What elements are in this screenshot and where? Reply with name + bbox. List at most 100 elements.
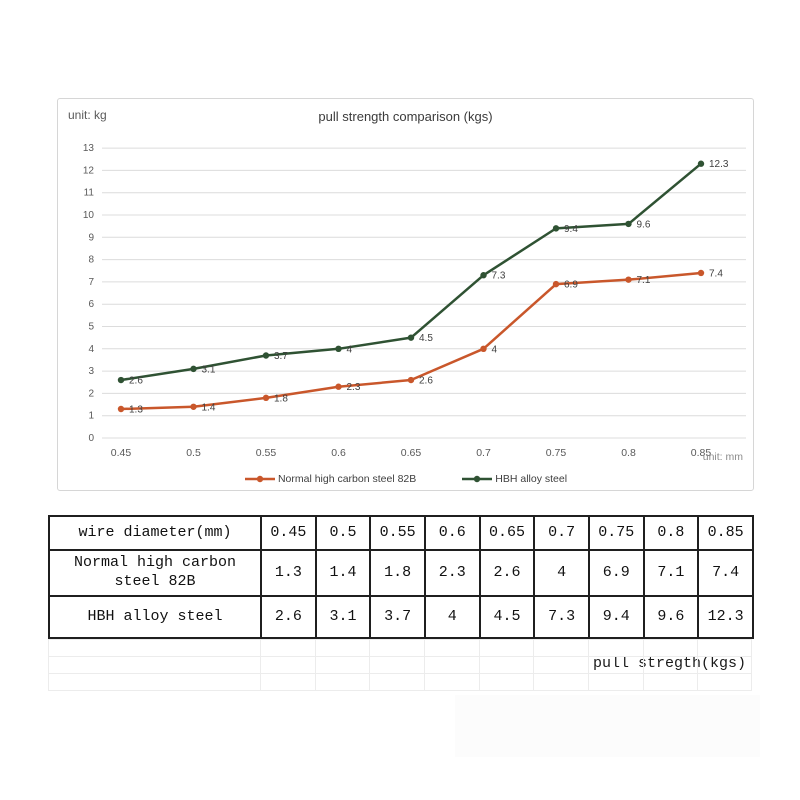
legend-label: Normal high carbon steel 82B [277, 473, 417, 485]
y-tick-label: 7 [88, 277, 94, 288]
legend-marker-icon [244, 475, 275, 483]
value-cell: 0.55 [369, 515, 426, 551]
x-tick-label: 0.5 [186, 447, 201, 459]
faint-gridline [369, 639, 371, 690]
value-cell: 1.3 [260, 549, 317, 597]
value-cell: 3.1 [314, 595, 372, 639]
data-point-label: 7.4 [709, 268, 723, 279]
y-tick-label: 5 [88, 322, 94, 333]
y-tick-label: 9 [88, 232, 94, 243]
data-point [407, 376, 415, 384]
x-tick-label: 0.75 [546, 447, 567, 459]
value-cell: 7.3 [533, 595, 590, 639]
x-axis-labels: 0.45 0.5 0.55 0.6 0.65 0.7 0.75 0.8 0.85 [111, 447, 712, 459]
data-point [335, 345, 342, 352]
y-tick-label: 4 [88, 344, 94, 355]
data-point-label: 3.1 [202, 364, 216, 375]
x-tick-label: 0.8 [621, 447, 636, 459]
data-point [190, 403, 197, 410]
data-point [697, 269, 705, 277]
table-row: Normal high carbon steel 82B 1.3 1.4 1.8 2.3… [48, 549, 754, 597]
data-point-label: 2.6 [419, 376, 433, 387]
x-tick-label: 0.85 [691, 447, 712, 459]
row-header-cell: Normal high carbon steel 82B [48, 549, 262, 597]
y-tick-label: 0 [88, 433, 94, 444]
series-green: 2.6 3.1 3.7 4 4.5 7.3 9.4 9.6 12.3 [117, 159, 729, 387]
value-cell: 0.75 [587, 515, 645, 551]
data-point-label: 1.3 [129, 405, 143, 416]
value-cell: 0.5 [314, 515, 372, 551]
data-point [117, 376, 125, 384]
legend-label: HBH alloy steel [495, 473, 568, 485]
faint-gridline [751, 639, 752, 690]
chart-panel: unit: kg pull strength comparison (kgs) … [57, 98, 754, 491]
gridlines [102, 147, 746, 439]
y-tick-label: 10 [83, 210, 95, 221]
faint-gridline [478, 639, 480, 690]
data-point [625, 220, 632, 228]
data-point [480, 272, 487, 279]
y-tick-label: 2 [88, 388, 94, 399]
value-cell: 6.9 [587, 549, 645, 597]
value-cell: 2.6 [478, 549, 536, 597]
data-point [407, 334, 415, 341]
value-cell: 2.6 [260, 595, 317, 639]
data-point [117, 405, 125, 413]
y-tick-label: 11 [84, 188, 95, 199]
series-line [119, 271, 703, 411]
faint-gridline [48, 673, 752, 674]
data-point [262, 352, 270, 359]
faint-gridline [533, 639, 535, 690]
data-point-label: 9.6 [637, 219, 651, 230]
x-tick-label: 0.45 [111, 447, 132, 459]
data-point-label: 4.5 [419, 333, 433, 344]
value-cell: 4 [533, 549, 590, 597]
chart-unit-right-label: unit: mm [702, 451, 743, 463]
table-row: HBH alloy steel 2.6 3.1 3.7 4 4.5 7.3 9.4 9.6 12.… [48, 595, 754, 639]
spreadsheet-faint-grid: pull stregth(kgs) [48, 639, 752, 691]
data-point-label: 4 [492, 344, 498, 355]
y-tick-label: 12 [83, 165, 95, 176]
data-point [697, 160, 705, 167]
x-tick-label: 0.55 [256, 447, 277, 459]
table-row: wire diameter(mm) 0.45 0.5 0.55 0.6 0.65 0.7 0.… [48, 515, 754, 551]
bottom-shade [455, 695, 760, 757]
faint-gridline [48, 656, 752, 657]
data-point-label: 1.4 [202, 402, 216, 413]
legend-dot [474, 475, 481, 483]
table-caption: pull stregth(kgs) [592, 655, 746, 672]
data-point [480, 345, 487, 352]
faint-gridline [424, 639, 425, 690]
series-line [119, 162, 703, 382]
data-point-label: 2.3 [347, 382, 361, 393]
y-tick-label: 1 [88, 411, 94, 422]
value-cell: 0.85 [697, 515, 754, 551]
data-point [335, 383, 342, 390]
data-point-label: 2.6 [129, 376, 143, 387]
legend-marker-icon [462, 475, 493, 483]
series-orange: 1.3 1.4 1.8 2.3 2.6 4 6.9 7.1 7.4 [117, 268, 723, 416]
row-header-cell: HBH alloy steel [48, 595, 262, 639]
value-cell: 9.6 [642, 595, 700, 639]
data-point-label: 4 [347, 344, 353, 355]
value-cell: 12.3 [697, 595, 754, 639]
x-tick-label: 0.6 [331, 447, 346, 459]
data-point-label: 3.7 [274, 351, 288, 362]
x-tick-label: 0.65 [401, 447, 422, 459]
value-cell: 3.7 [369, 595, 426, 639]
data-point-label: 12.3 [709, 159, 729, 170]
value-cell: 0.7 [533, 515, 590, 551]
value-cell: 0.65 [478, 515, 536, 551]
chart-unit-left-label: unit: kg [68, 108, 107, 122]
y-tick-label: 8 [88, 255, 94, 266]
data-point-label: 7.3 [492, 271, 506, 282]
value-cell: 4 [423, 595, 481, 639]
data-point [625, 276, 632, 283]
value-cell: 9.4 [587, 595, 645, 639]
data-point-label: 1.8 [274, 393, 288, 404]
data-point-label: 7.1 [637, 275, 651, 286]
faint-gridline [48, 639, 49, 690]
data-point-label: 9.4 [564, 224, 578, 235]
